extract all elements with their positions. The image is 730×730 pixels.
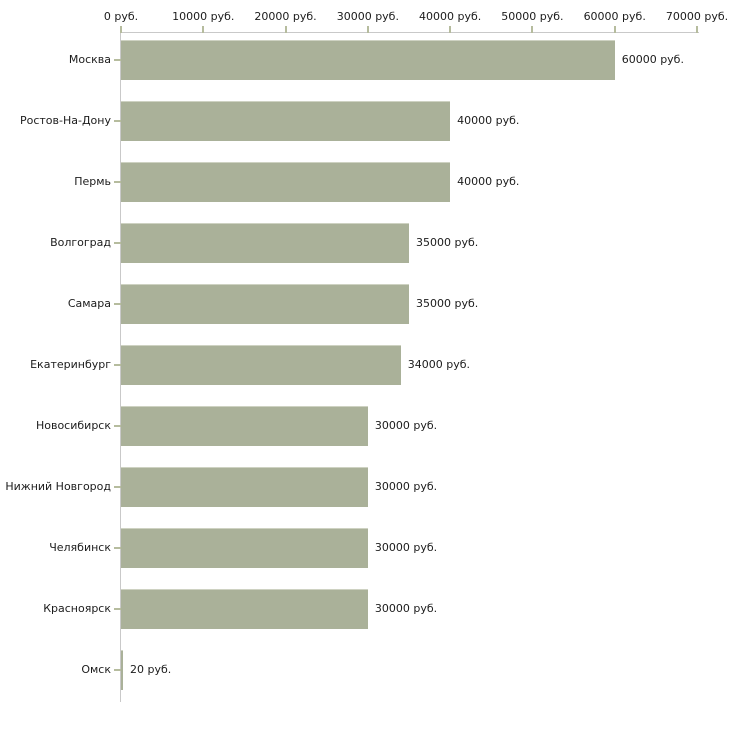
category-label: Ростов-На-Дону <box>19 114 111 127</box>
x-axis-tick-label: 10000 руб. <box>172 10 235 23</box>
x-axis-tick-label: 0 руб. <box>103 10 139 23</box>
bar <box>121 223 409 263</box>
bar <box>121 589 368 629</box>
category-label: Красноярск <box>43 602 111 615</box>
value-label: 30000 руб. <box>374 480 438 493</box>
x-axis-tick-mark <box>284 26 287 33</box>
y-axis-tick-mark <box>114 547 121 549</box>
bar <box>121 650 123 690</box>
value-label: 20 руб. <box>130 663 172 676</box>
value-label: 35000 руб. <box>416 236 479 249</box>
category-label: Екатеринбург <box>30 358 111 371</box>
x-axis-line <box>121 32 699 33</box>
category-label: Новосибирск <box>35 419 111 432</box>
value-label: 30000 руб. <box>374 419 438 432</box>
x-axis-tick-label: 30000 руб. <box>336 10 399 23</box>
x-axis-tick-mark <box>366 26 369 33</box>
bar <box>121 284 409 324</box>
y-axis-tick-mark <box>114 181 121 183</box>
category-label: Нижний Новгород <box>5 480 111 493</box>
bar <box>121 528 368 568</box>
category-label: Омск <box>81 663 111 676</box>
value-label: 40000 руб. <box>457 114 520 127</box>
bar <box>121 406 368 446</box>
x-axis-tick-mark <box>120 26 122 33</box>
x-axis-tick-mark <box>531 26 534 33</box>
y-axis-tick-mark <box>114 486 121 488</box>
y-axis-tick-mark <box>114 59 121 61</box>
value-label: 30000 руб. <box>374 541 438 554</box>
category-label: Москва <box>68 53 111 66</box>
category-label: Пермь <box>74 175 111 188</box>
value-label: 40000 руб. <box>457 175 520 188</box>
y-axis-tick-mark <box>114 303 121 305</box>
y-axis-tick-mark <box>114 608 121 610</box>
category-label: Волгоград <box>50 236 111 249</box>
y-axis-tick-mark <box>114 242 121 244</box>
value-label: 35000 руб. <box>416 297 479 310</box>
x-axis-tick-label: 20000 руб. <box>254 10 317 23</box>
x-axis-tick-mark <box>449 26 452 33</box>
category-label: Самара <box>67 297 111 310</box>
x-axis-tick-label: 60000 руб. <box>583 10 646 23</box>
y-axis-tick-mark <box>114 364 121 366</box>
bar <box>121 467 368 507</box>
bar <box>121 345 401 385</box>
x-axis-tick-mark <box>696 26 698 33</box>
x-axis-tick-mark <box>202 26 205 33</box>
bar <box>121 162 451 202</box>
x-axis-tick-label: 50000 руб. <box>501 10 564 23</box>
category-label: Челябинск <box>49 541 111 554</box>
value-label: 60000 руб. <box>621 53 684 66</box>
x-axis-tick-mark <box>613 26 616 33</box>
value-label: 30000 руб. <box>374 602 438 615</box>
y-axis-tick-mark <box>114 669 121 671</box>
y-axis-tick-mark <box>114 120 121 122</box>
bar <box>121 40 615 80</box>
value-label: 34000 руб. <box>407 358 471 371</box>
x-axis-tick-label: 40000 руб. <box>419 10 482 23</box>
y-axis-tick-mark <box>114 425 121 427</box>
y-axis-line <box>120 32 121 702</box>
x-axis-tick-label: 70000 руб. <box>665 10 729 23</box>
bar <box>121 101 451 141</box>
